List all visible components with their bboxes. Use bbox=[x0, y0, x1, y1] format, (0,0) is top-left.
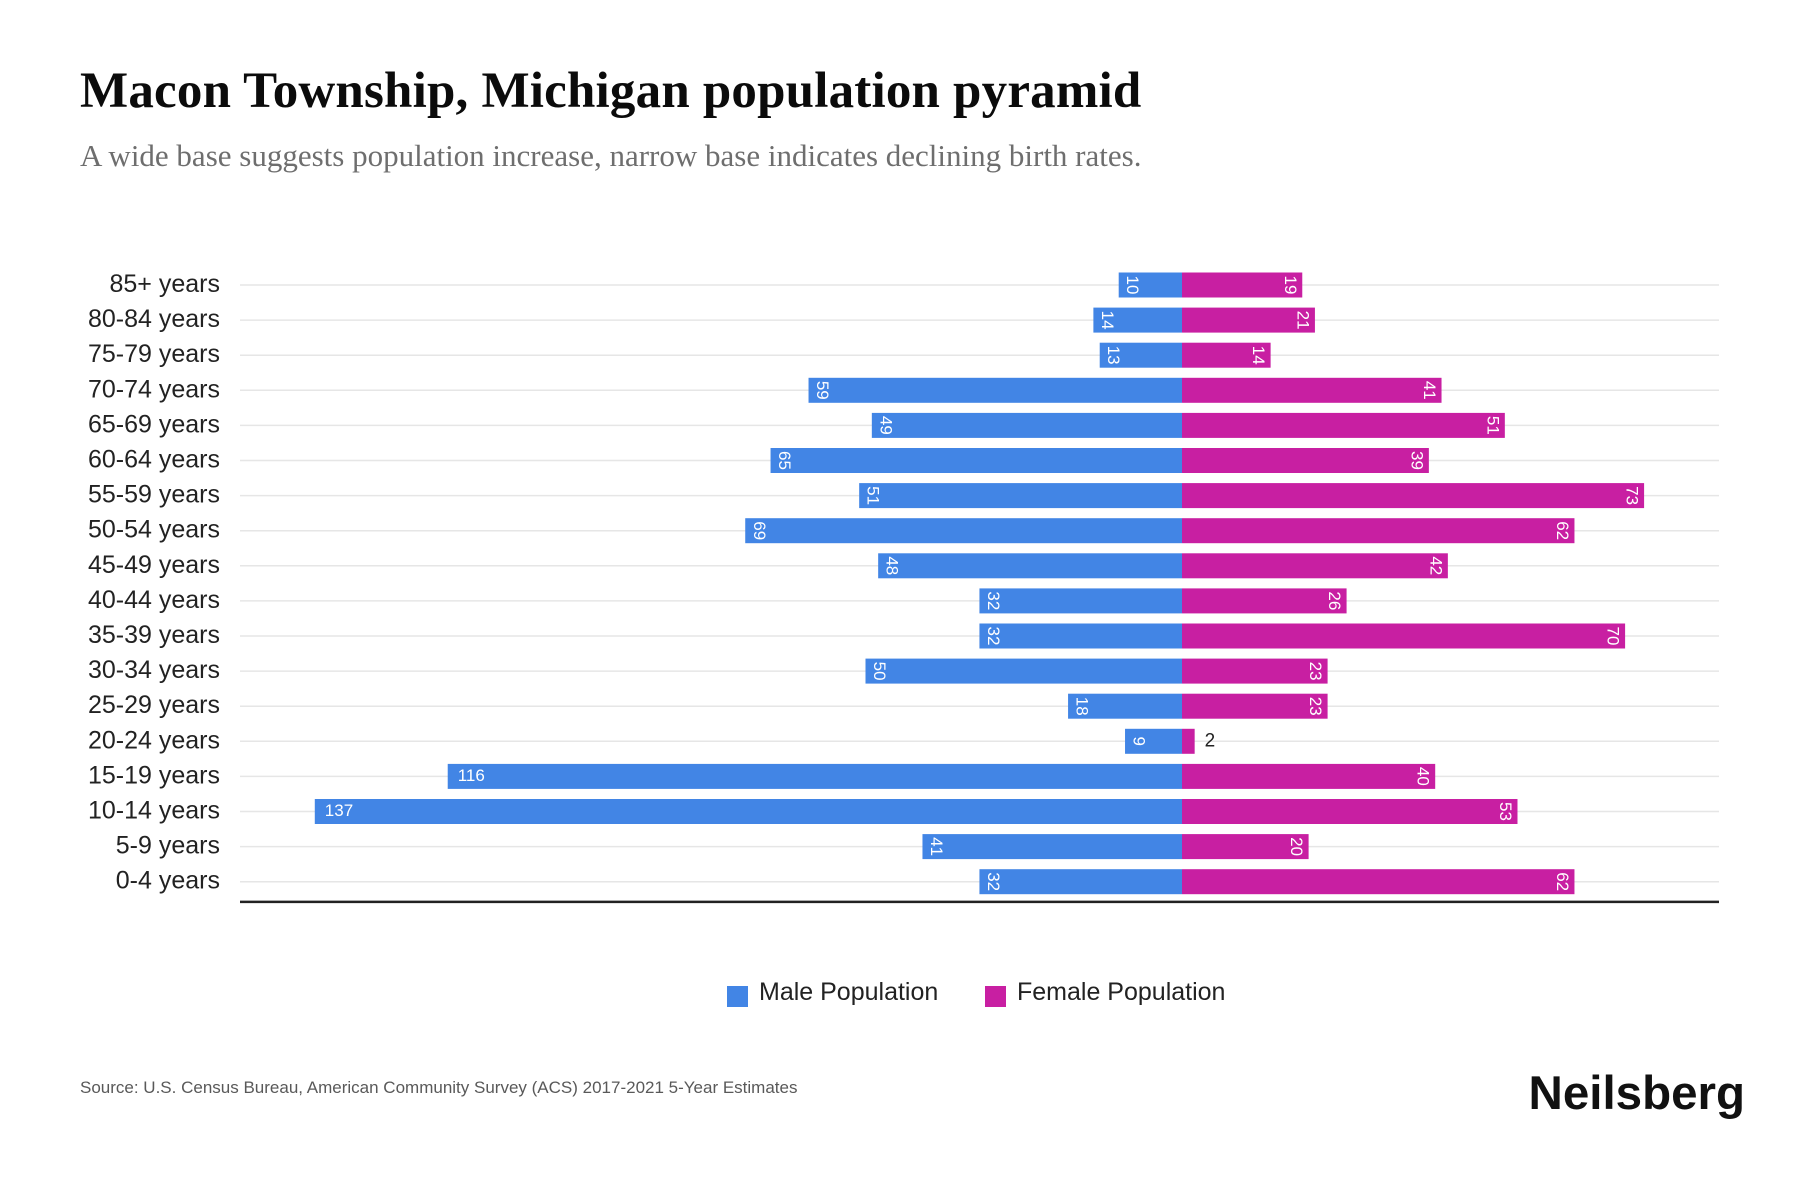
svg-text:50: 50 bbox=[870, 662, 889, 681]
svg-text:39: 39 bbox=[1407, 451, 1426, 470]
svg-text:18: 18 bbox=[1073, 697, 1092, 716]
svg-text:75-79 years: 75-79 years bbox=[88, 340, 220, 368]
svg-text:32: 32 bbox=[984, 591, 1003, 610]
svg-text:51: 51 bbox=[864, 486, 883, 505]
svg-text:42: 42 bbox=[1426, 556, 1445, 575]
svg-text:59: 59 bbox=[813, 381, 832, 400]
svg-text:32: 32 bbox=[984, 872, 1003, 891]
svg-text:49: 49 bbox=[876, 416, 895, 435]
svg-text:23: 23 bbox=[1306, 662, 1325, 681]
svg-text:41: 41 bbox=[1420, 381, 1439, 400]
svg-text:15-19 years: 15-19 years bbox=[88, 761, 220, 789]
svg-text:48: 48 bbox=[883, 556, 902, 575]
svg-text:20: 20 bbox=[1287, 837, 1306, 856]
svg-text:69: 69 bbox=[750, 521, 769, 540]
svg-text:137: 137 bbox=[325, 801, 353, 820]
svg-text:65: 65 bbox=[775, 451, 794, 470]
svg-text:73: 73 bbox=[1623, 486, 1642, 505]
svg-text:21: 21 bbox=[1293, 311, 1312, 330]
svg-text:0-4 years: 0-4 years bbox=[116, 867, 220, 895]
svg-text:10-14 years: 10-14 years bbox=[88, 797, 220, 825]
svg-text:13: 13 bbox=[1104, 346, 1123, 365]
svg-text:50-54 years: 50-54 years bbox=[88, 516, 220, 544]
svg-text:55-59 years: 55-59 years bbox=[88, 481, 220, 509]
svg-text:62: 62 bbox=[1553, 521, 1572, 540]
svg-text:20-24 years: 20-24 years bbox=[88, 726, 220, 754]
svg-text:116: 116 bbox=[458, 766, 485, 785]
svg-text:9: 9 bbox=[1130, 737, 1149, 746]
svg-text:60-64 years: 60-64 years bbox=[88, 446, 220, 474]
svg-text:30-34 years: 30-34 years bbox=[88, 656, 220, 684]
svg-text:70-74 years: 70-74 years bbox=[88, 375, 220, 403]
svg-text:51: 51 bbox=[1483, 416, 1502, 435]
svg-text:19: 19 bbox=[1281, 276, 1300, 295]
svg-text:2: 2 bbox=[1205, 730, 1216, 751]
svg-text:40: 40 bbox=[1414, 767, 1433, 786]
svg-text:70: 70 bbox=[1604, 627, 1623, 646]
svg-text:40-44 years: 40-44 years bbox=[88, 586, 220, 614]
svg-text:35-39 years: 35-39 years bbox=[88, 621, 220, 649]
svg-text:26: 26 bbox=[1325, 591, 1344, 610]
svg-text:85+ years: 85+ years bbox=[110, 270, 221, 298]
svg-text:32: 32 bbox=[984, 627, 1003, 646]
svg-text:53: 53 bbox=[1496, 802, 1515, 821]
svg-text:25-29 years: 25-29 years bbox=[88, 691, 220, 719]
svg-text:14: 14 bbox=[1249, 346, 1268, 365]
svg-text:80-84 years: 80-84 years bbox=[88, 305, 220, 333]
svg-text:65-69 years: 65-69 years bbox=[88, 410, 220, 438]
svg-text:14: 14 bbox=[1098, 311, 1117, 330]
svg-text:45-49 years: 45-49 years bbox=[88, 551, 220, 579]
svg-text:23: 23 bbox=[1306, 697, 1325, 716]
svg-text:41: 41 bbox=[927, 837, 946, 856]
svg-text:62: 62 bbox=[1553, 872, 1572, 891]
svg-text:5-9 years: 5-9 years bbox=[116, 832, 220, 860]
svg-text:10: 10 bbox=[1123, 276, 1142, 295]
